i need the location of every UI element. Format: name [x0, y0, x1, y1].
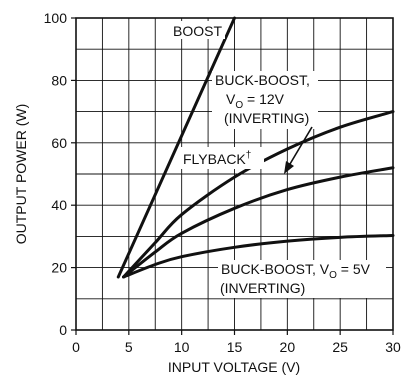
annotation-buck12-line2: VO = 12V — [226, 91, 285, 111]
x-tick-label: 15 — [227, 339, 243, 355]
annotation-buck5-val: = 5V — [337, 261, 371, 277]
series-line-flyback — [122, 110, 395, 279]
series-line-buck-boost-12v — [122, 166, 395, 279]
boost-label-bg — [167, 21, 225, 39]
x-tick-label: 0 — [72, 339, 80, 355]
x-tick-label: 20 — [280, 339, 296, 355]
y-tick-label: 20 — [51, 260, 67, 276]
leader-arrow-line — [289, 126, 313, 165]
annotation-buck5-sub: O — [329, 270, 337, 281]
series-line-boost — [116, 16, 236, 279]
x-axis-title: INPUT VOLTAGE (V) — [168, 359, 300, 375]
annotation-flyback: FLYBACK† — [183, 150, 251, 167]
annotation-boost: BOOST — [173, 23, 222, 39]
annotation-buck5-text: BUCK-BOOST, V — [221, 261, 330, 277]
y-tick-label: 0 — [59, 322, 67, 338]
y-tick-label: 60 — [51, 135, 67, 151]
x-tick-label: 10 — [174, 339, 190, 355]
annotation-buck12-val: = 12V — [243, 91, 285, 107]
y-axis-title: OUTPUT POWER (W) — [13, 104, 29, 245]
annotation-buck12-line1: BUCK-BOOST, — [215, 72, 310, 88]
annotation-buck12-v: V — [226, 91, 236, 107]
annotation-buck12-line3: (INVERTING) — [224, 110, 309, 126]
flyback-label-bg — [180, 147, 264, 169]
tick-labels: 0 5 10 15 20 25 30 0 20 40 60 80 100 — [44, 10, 401, 355]
series-line-buck-boost-5v — [122, 233, 395, 279]
leader-arrow-head — [284, 161, 294, 174]
annotation-buck5-line2: (INVERTING) — [220, 280, 305, 296]
y-tick-label: 40 — [51, 197, 67, 213]
annotation-flyback-dagger: † — [246, 150, 252, 161]
y-tick-label: 80 — [51, 72, 67, 88]
annotation-buck12-sub: O — [235, 100, 243, 111]
y-tick-label: 100 — [44, 10, 68, 26]
series-lines — [116, 16, 395, 279]
x-tick-label: 5 — [125, 339, 133, 355]
annotation-flyback-text: FLYBACK — [183, 151, 246, 167]
x-tick-label: 30 — [385, 339, 401, 355]
x-tick-label: 25 — [332, 339, 348, 355]
annotation-buck5-line1: BUCK-BOOST, VO = 5V — [221, 261, 371, 281]
buck5-label-bg — [218, 260, 386, 298]
buck12-label-bg — [212, 71, 318, 129]
